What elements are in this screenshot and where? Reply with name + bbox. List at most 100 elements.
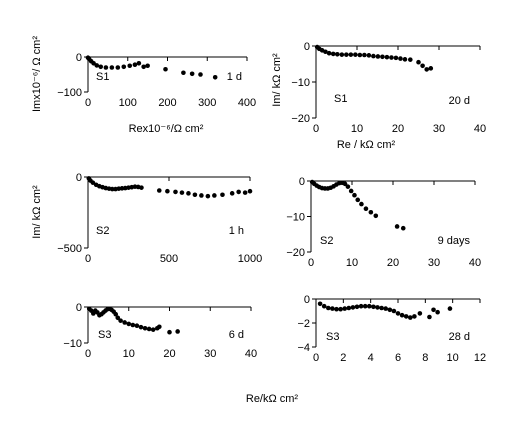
data-point [402,57,408,62]
time-label: 9 days [438,235,471,247]
data-point [141,64,146,70]
data-point [242,190,248,195]
data-point [212,193,217,198]
x-tick-label: 0 [85,97,91,109]
data-point [192,192,198,198]
sample-label: S2 [96,225,109,237]
x-tick-label: 400 [238,97,256,109]
data-point [387,307,393,313]
data-point [330,51,336,57]
data-point [127,63,133,69]
data-point [380,54,385,60]
data-point [326,305,331,311]
x-tick-label: 100 [119,97,137,109]
data-point [113,311,119,317]
y-tick-label: −4 [297,342,310,354]
x-tick-label: 20 [163,348,175,360]
x-tick-label: 4 [368,352,374,364]
y-axis-label: Im/ kΩ cm² [271,53,283,107]
data-point [403,314,409,319]
data-point [353,52,358,57]
x-tick-label: 1000 [238,253,262,265]
y-axis-label: Imx10⁻⁶/ Ω cm² [31,36,43,112]
data-point [115,315,121,321]
data-point [354,304,360,310]
data-point [150,327,156,332]
data-point [145,63,150,69]
data-point [375,54,381,59]
x-tick-label: 0 [308,257,314,269]
data-point [408,315,413,320]
data-point [383,306,389,311]
data-point [173,189,178,195]
y-tick-label: −10 [286,212,305,224]
data-point [334,306,339,312]
x-tick-label: 40 [474,123,486,135]
data-point [118,318,123,323]
data-point [384,54,390,60]
x-tick-label: 12 [474,352,486,364]
data-point [431,307,436,313]
data-point [424,67,430,72]
panel-f: 0 2 4 6 8 10 12 0 −2 −4 S3 28 d [297,294,486,364]
data-point [156,188,162,193]
data-point [317,301,323,307]
data-point [366,53,372,58]
data-point [348,52,354,57]
x-tick-label: 20 [387,257,399,269]
time-label: 6 d [229,329,244,341]
data-point [229,191,235,196]
data-point [122,320,127,325]
y-tick-label: −20 [291,113,310,125]
data-point [205,193,211,199]
x-tick-label: 0 [313,123,319,135]
sample-label: S3 [326,331,339,343]
data-point [346,305,352,311]
data-point [323,49,328,55]
data-point [175,329,180,334]
data-point [393,55,399,61]
x-tick-label: 40 [245,348,257,360]
data-point [395,311,401,316]
x-tick-label: 10 [447,352,459,364]
data-point [391,308,397,314]
data-point [362,303,368,309]
data-point [389,55,394,60]
data-point [335,51,340,57]
data-point [189,71,195,77]
x-tick-label: 20 [392,123,404,135]
x-tick-label: 30 [204,348,216,360]
data-point [136,61,142,66]
data-point [130,322,136,328]
data-point [179,190,185,195]
data-point [447,306,453,311]
data-point [330,306,335,311]
panel-d: 0 10 20 30 40 0 −10 −20 S2 9 days [286,176,481,269]
data-point [379,305,384,311]
data-point [138,324,144,330]
data-point [358,303,364,309]
y-tick-label: 0 [76,302,82,314]
x-tick-label: 200 [158,97,176,109]
data-point [368,209,374,215]
data-point [342,306,348,311]
data-point [186,191,191,196]
y-tick-label: 0 [76,172,82,184]
data-point [398,56,403,61]
x-tick-label: 2 [340,352,346,364]
data-point [375,305,380,310]
data-point [345,184,351,189]
y-tick-label: 0 [299,176,305,188]
sample-label: S1 [334,93,347,105]
x-tick-label: 30 [433,123,445,135]
data-point [236,189,241,195]
data-point [109,65,115,70]
data-point [321,303,327,309]
y-tick-label: −10 [291,77,310,89]
data-point [220,192,225,198]
data-point [139,185,144,190]
